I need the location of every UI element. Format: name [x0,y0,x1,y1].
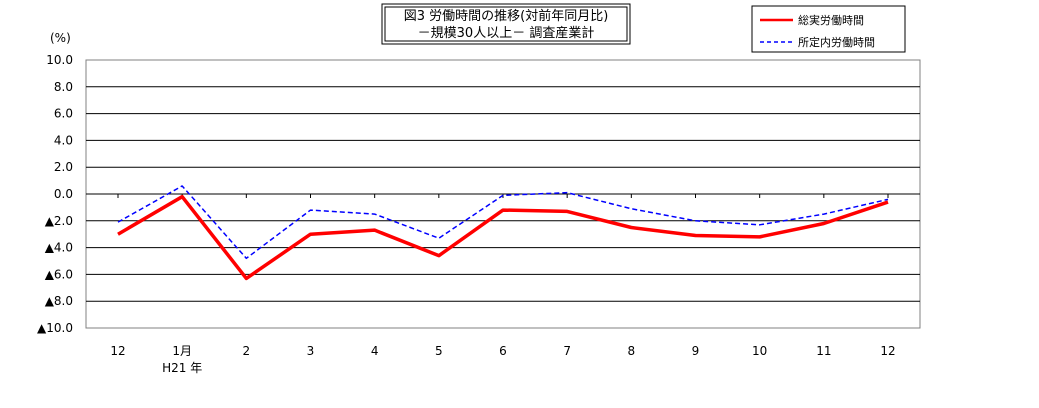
x-tick-label: 7 [563,344,571,358]
y-tick-label: ▲10.0 [37,321,73,335]
y-axis-unit-label: (%) [50,31,71,45]
x-tick-label: 2 [243,344,251,358]
x-tick-label: 12 [110,344,125,358]
legend-label-scheduled: 所定内労働時間 [798,35,875,49]
x-tick-label: 11 [816,344,831,358]
y-tick-label: ▲2.0 [45,214,73,228]
x-tick-label: 3 [307,344,315,358]
y-tick-label: 0.0 [54,187,73,201]
y-tick-label: 6.0 [54,107,73,121]
legend: 総実労働時間 所定内労働時間 [751,5,906,53]
gridlines [86,86,920,302]
chart-subtitle: －規模30人以上－ 調査産業計 [418,25,595,41]
series-line-scheduled-hours [117,185,889,260]
series-line-total-hours [117,194,889,281]
y-tick-label: 8.0 [54,80,73,94]
legend-label-total: 総実労働時間 [798,13,864,27]
y-tick-label: 10.0 [46,53,73,67]
y-tick-label: ▲6.0 [45,267,73,281]
x-tick-label: 5 [435,344,443,358]
x-tick-label: 8 [628,344,636,358]
x-tick-label: 4 [371,344,379,358]
x-tick-label: 12 [880,344,895,358]
x-tick-label: 9 [692,344,700,358]
x-year-label: H21 年 [162,361,202,375]
title-box: 図3 労働時間の推移(対前年同月比) －規模30人以上－ 調査産業計 [381,3,631,45]
y-tick-label: 4.0 [54,133,73,147]
x-tick-label: 1月 [172,344,192,358]
x-tick-labels: H21 年 12 1月 2 3 4 5 6 7 8 9 10 11 12 [110,344,895,375]
y-tick-label: ▲4.0 [45,241,73,255]
x-tick-label: 6 [499,344,507,358]
y-tick-label: ▲8.0 [45,294,73,308]
x-tick-label: 10 [752,344,767,358]
y-tick-labels: 10.0 8.0 6.0 4.0 2.0 0.0 ▲2.0 ▲4.0 ▲6.0 ▲8.0 ▲10.0 [37,53,73,335]
y-tick-label: 2.0 [54,160,73,174]
series-lines [117,185,889,281]
chart-title: 図3 労働時間の推移(対前年同月比) [404,8,609,24]
